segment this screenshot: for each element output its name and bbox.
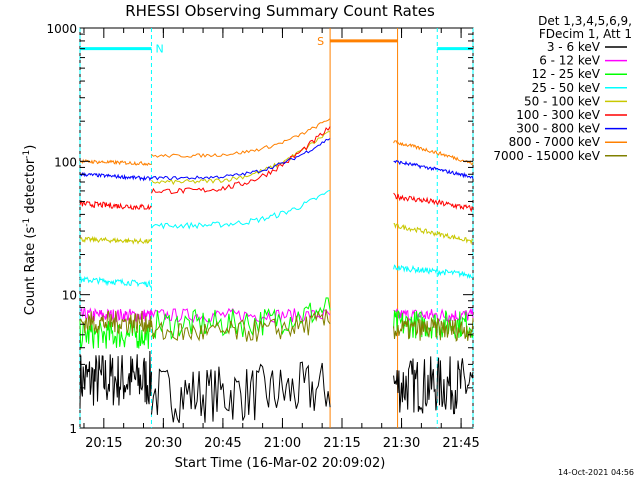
legend-label: 3 - 6 keV <box>547 40 601 54</box>
series-line <box>79 309 474 342</box>
y-tick-label: 1 <box>69 422 77 436</box>
flag-label: S <box>317 35 324 48</box>
legend-label: 300 - 800 keV <box>516 122 600 136</box>
legend-label: 50 - 100 keV <box>524 94 601 108</box>
series-line <box>79 126 474 213</box>
x-tick-label: 21:00 <box>264 436 301 451</box>
legend-label: 25 - 50 keV <box>532 81 601 95</box>
y-axis-label: Count Rate (s-1 detector-1) <box>22 145 38 316</box>
series-line <box>79 350 474 424</box>
series-line <box>79 138 474 182</box>
x-tick-label: 21:30 <box>383 436 420 451</box>
y-tick-label: 1000 <box>46 22 77 36</box>
x-tick-label: 21:15 <box>323 436 360 451</box>
legend: Det 1,3,4,5,6,9, FDecim 1, Att 1 3 - 6 k… <box>493 14 632 163</box>
chart-title: RHESSI Observing Summary Count Rates <box>125 2 435 20</box>
series-layer <box>79 118 474 424</box>
x-axis-label: Start Time (16-Mar-02 20:09:02) <box>175 456 386 471</box>
legend-label: 12 - 25 keV <box>532 67 601 81</box>
legend-label: 6 - 12 keV <box>539 54 601 68</box>
series-line <box>79 118 474 166</box>
series-line <box>79 131 474 245</box>
x-tick-label: 20:45 <box>204 436 241 451</box>
legend-label: 100 - 300 keV <box>516 108 600 122</box>
series-line <box>79 189 474 288</box>
legend-label: 800 - 7000 keV <box>509 135 601 149</box>
flag-label: N <box>155 43 163 56</box>
flag-layer: NS <box>79 28 474 428</box>
x-tick-label: 20:15 <box>85 436 122 451</box>
y-tick-label: 10 <box>62 289 77 303</box>
legend-label: 7000 - 15000 keV <box>493 149 600 163</box>
legend-header-1: Det 1,3,4,5,6,9, <box>538 14 632 28</box>
legend-header-2: FDecim 1, Att 1 <box>539 27 632 41</box>
x-tick-label: 21:45 <box>442 436 479 451</box>
x-tick-label: 20:30 <box>145 436 182 451</box>
y-tick-label: 100 <box>54 155 77 169</box>
axis-ticks: 1 10 100 1000 20:15 20:30 20:45 21:00 21:15 21:30… <box>46 22 479 451</box>
footer-timestamp: 14-Oct-2021 04:56 <box>558 468 634 477</box>
